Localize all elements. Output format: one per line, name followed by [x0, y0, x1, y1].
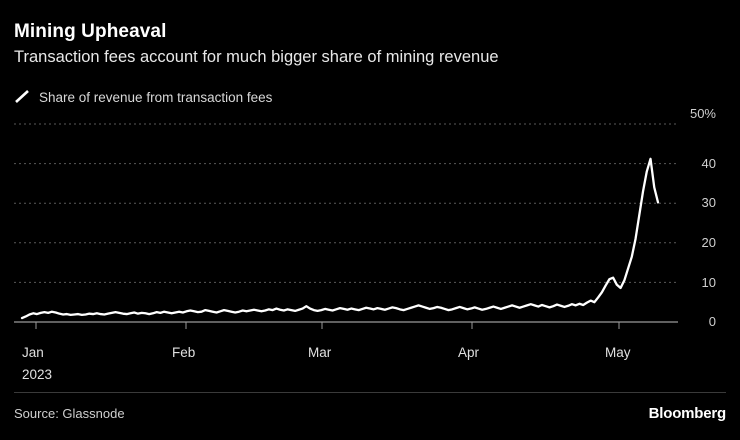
x-tick-label-apr: Apr — [458, 345, 480, 360]
x-tick-label-feb: Feb — [172, 345, 195, 360]
x-tick-label-mar: Mar — [308, 345, 332, 360]
chart-legend: Share of revenue from transaction fees — [14, 89, 272, 105]
plot-area: 50% 40 30 20 10 0 Jan 2023 Feb Mar Apr M… — [14, 106, 716, 382]
y-tick-label-5: 0 — [709, 314, 716, 329]
source-note: Source: Glassnode — [14, 406, 125, 421]
bloomberg-logo: Bloomberg — [648, 405, 727, 422]
x-tick-label-may: May — [605, 345, 631, 360]
y-tick-label-1: 40 — [702, 156, 716, 171]
diagonal-line-marker-icon — [14, 89, 31, 105]
x-tick-label-jan: Jan — [22, 345, 44, 360]
y-tick-label-4: 10 — [702, 275, 716, 290]
y-axis-labels: 50% 40 30 20 10 0 — [690, 106, 716, 329]
gridlines — [14, 123, 678, 283]
y-tick-label-2: 30 — [702, 195, 716, 210]
y-tick-label-0: 50% — [690, 106, 716, 121]
data-series-line — [20, 157, 660, 320]
x-axis-labels: Jan 2023 Feb Mar Apr May — [22, 345, 631, 382]
x-axis-ticks — [35, 322, 620, 329]
chart-subtitle: Transaction fees account for much bigger… — [14, 48, 499, 66]
legend-label: Share of revenue from transaction fees — [39, 89, 273, 105]
footer-divider — [14, 392, 726, 393]
chart-title: Mining Upheaval — [14, 21, 167, 42]
y-tick-label-3: 20 — [702, 235, 716, 250]
x-tick-label-year: 2023 — [22, 367, 52, 382]
